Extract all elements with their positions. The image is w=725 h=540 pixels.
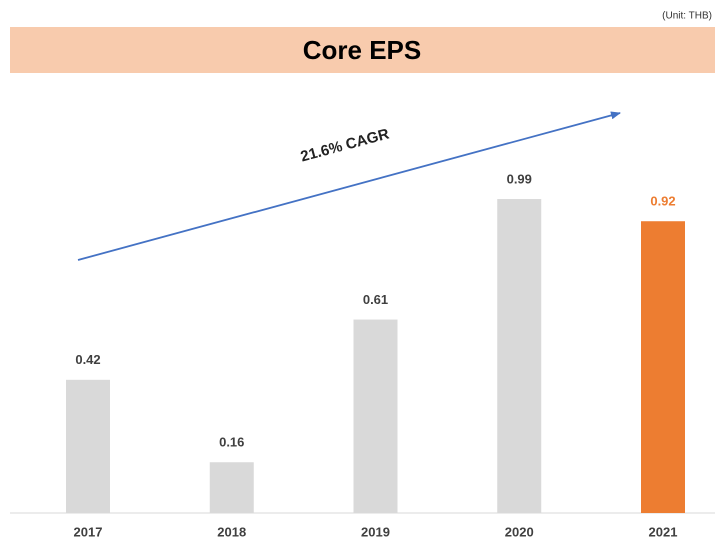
x-tick-label: 2021 [649,524,678,539]
value-label: 0.99 [507,171,532,186]
x-tick-label: 2017 [74,524,103,539]
unit-note: (Unit: THB) [662,11,712,22]
value-label: 0.16 [219,435,244,450]
title-banner [10,27,715,73]
x-tick-label: 2019 [361,524,390,539]
bar [641,221,685,513]
x-tick-label: 2020 [505,524,534,539]
bar [497,199,542,513]
bar [209,462,254,513]
chart-title: Core EPS [303,35,422,65]
cagr-arrow [77,111,621,261]
bar [66,379,110,513]
x-tick-label: 2018 [217,524,246,539]
value-label: 0.61 [363,292,388,307]
value-label: 0.92 [650,194,675,209]
cagr-label: 21.6% CAGR [299,125,391,165]
bar [353,319,398,513]
value-label: 0.42 [75,352,100,367]
